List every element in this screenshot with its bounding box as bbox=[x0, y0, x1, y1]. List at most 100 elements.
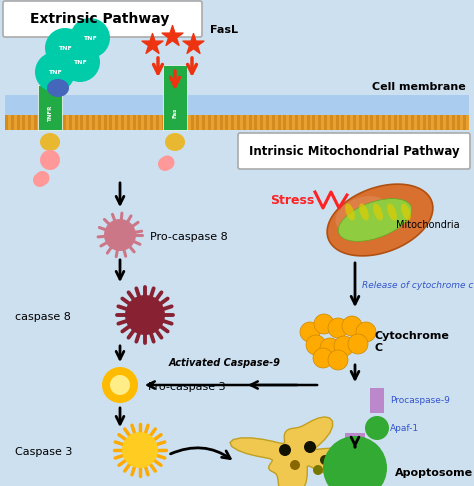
Circle shape bbox=[313, 348, 333, 368]
Point bbox=[189, 40, 197, 48]
Bar bbox=[185, 115, 188, 130]
Bar bbox=[121, 115, 124, 130]
Bar bbox=[359, 115, 362, 130]
Bar bbox=[278, 115, 281, 130]
Bar bbox=[51, 115, 55, 130]
Bar bbox=[163, 65, 187, 130]
Bar bbox=[341, 115, 345, 130]
Circle shape bbox=[36, 171, 49, 185]
Bar bbox=[219, 115, 223, 130]
Bar bbox=[28, 115, 31, 130]
Bar bbox=[301, 115, 304, 130]
Circle shape bbox=[45, 28, 85, 68]
Bar bbox=[109, 115, 112, 130]
Bar bbox=[318, 115, 321, 130]
Text: Mitochondria: Mitochondria bbox=[396, 220, 460, 230]
Polygon shape bbox=[230, 417, 359, 486]
Circle shape bbox=[342, 316, 362, 336]
Circle shape bbox=[314, 314, 334, 334]
Bar bbox=[434, 115, 437, 130]
FancyBboxPatch shape bbox=[3, 1, 202, 37]
Bar bbox=[457, 115, 460, 130]
Bar bbox=[382, 115, 385, 130]
Bar bbox=[115, 115, 118, 130]
Ellipse shape bbox=[345, 204, 355, 221]
Ellipse shape bbox=[373, 204, 383, 221]
Bar bbox=[400, 115, 402, 130]
Bar bbox=[162, 115, 164, 130]
Text: TNFR: TNFR bbox=[47, 104, 53, 121]
Circle shape bbox=[356, 322, 376, 342]
Circle shape bbox=[323, 436, 387, 486]
Bar bbox=[255, 115, 257, 130]
Bar bbox=[446, 115, 449, 130]
Bar bbox=[34, 115, 37, 130]
Circle shape bbox=[158, 157, 172, 171]
Bar bbox=[324, 115, 327, 130]
Circle shape bbox=[306, 335, 326, 355]
Text: TNF: TNF bbox=[48, 69, 62, 74]
Bar bbox=[272, 115, 275, 130]
Circle shape bbox=[334, 336, 354, 356]
Circle shape bbox=[320, 338, 340, 358]
Circle shape bbox=[110, 375, 130, 395]
Circle shape bbox=[40, 150, 60, 170]
Bar bbox=[243, 115, 246, 130]
Text: caspase 8: caspase 8 bbox=[15, 312, 71, 322]
Text: Cell membrane: Cell membrane bbox=[372, 82, 466, 92]
Polygon shape bbox=[338, 199, 412, 242]
Circle shape bbox=[102, 367, 138, 403]
Circle shape bbox=[290, 460, 300, 470]
Bar bbox=[307, 115, 310, 130]
Ellipse shape bbox=[401, 204, 411, 221]
Circle shape bbox=[160, 156, 174, 170]
Bar bbox=[428, 115, 431, 130]
Bar bbox=[202, 115, 205, 130]
Circle shape bbox=[365, 416, 389, 440]
Circle shape bbox=[320, 455, 330, 465]
Text: Extrinsic Pathway: Extrinsic Pathway bbox=[30, 12, 170, 26]
Bar bbox=[104, 115, 107, 130]
Circle shape bbox=[33, 173, 47, 187]
Circle shape bbox=[122, 432, 158, 468]
Text: Pro-caspase 8: Pro-caspase 8 bbox=[150, 232, 228, 242]
Ellipse shape bbox=[47, 79, 69, 97]
Text: Stress: Stress bbox=[270, 193, 314, 207]
Circle shape bbox=[300, 322, 320, 342]
Point bbox=[148, 40, 156, 48]
Bar bbox=[452, 115, 455, 130]
Circle shape bbox=[160, 156, 174, 170]
Circle shape bbox=[313, 465, 323, 475]
Text: Activated Caspase-9: Activated Caspase-9 bbox=[169, 358, 281, 368]
Bar bbox=[347, 115, 350, 130]
Bar bbox=[133, 115, 136, 130]
Bar bbox=[248, 115, 252, 130]
Text: Apoptosome: Apoptosome bbox=[395, 468, 473, 478]
Text: Intrinsic Mitochondrial Pathway: Intrinsic Mitochondrial Pathway bbox=[249, 144, 459, 157]
Bar bbox=[411, 115, 414, 130]
Circle shape bbox=[328, 318, 348, 338]
Ellipse shape bbox=[336, 196, 389, 234]
Bar bbox=[5, 115, 8, 130]
Point bbox=[168, 32, 176, 40]
Bar bbox=[86, 115, 89, 130]
Circle shape bbox=[304, 441, 316, 453]
Ellipse shape bbox=[40, 133, 60, 151]
Text: Fas: Fas bbox=[173, 107, 177, 118]
Circle shape bbox=[35, 52, 75, 92]
Bar bbox=[144, 115, 147, 130]
Bar bbox=[423, 115, 426, 130]
Text: FasL: FasL bbox=[210, 25, 238, 35]
Bar bbox=[353, 115, 356, 130]
Bar bbox=[463, 115, 466, 130]
Circle shape bbox=[104, 219, 136, 251]
Polygon shape bbox=[327, 184, 433, 256]
Text: Apaf-1: Apaf-1 bbox=[390, 423, 419, 433]
Bar bbox=[138, 115, 141, 130]
Bar bbox=[208, 115, 211, 130]
Bar bbox=[393, 115, 397, 130]
Circle shape bbox=[348, 334, 368, 354]
Ellipse shape bbox=[387, 204, 397, 221]
Bar bbox=[376, 115, 379, 130]
Bar bbox=[22, 115, 26, 130]
